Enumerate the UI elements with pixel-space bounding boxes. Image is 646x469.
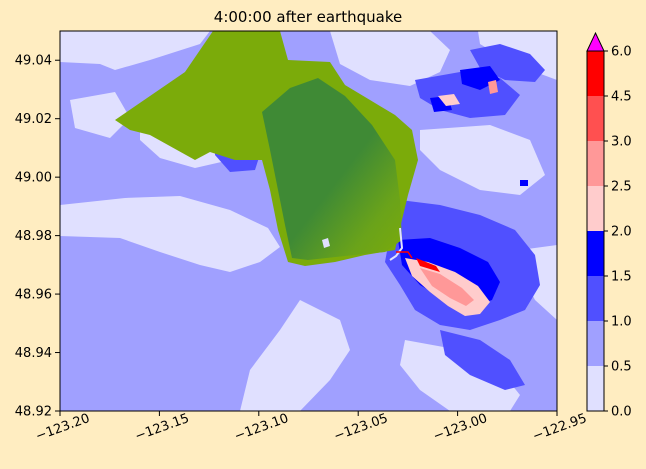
- x-tick-label: −123.05: [332, 411, 390, 444]
- y-tick-label: 48.92: [15, 405, 52, 420]
- plot-frame: [59, 30, 558, 412]
- y-tick-label: 48.96: [15, 288, 52, 303]
- y-tick-label: 48.98: [15, 229, 52, 244]
- x-tick-label: −123.15: [133, 411, 191, 444]
- y-tick-label: 49.02: [15, 112, 52, 127]
- colorbar-segment: [587, 96, 604, 141]
- colorbar-tick-label: 0.0: [611, 405, 632, 420]
- land-areas: [115, 31, 418, 266]
- peak-amplitude-zones: [405, 80, 498, 316]
- x-tick-label: −123.00: [431, 411, 489, 444]
- colorbar-tick-label: 1.5: [611, 270, 632, 285]
- y-tick-label: 49.04: [15, 54, 52, 69]
- colorbar-segment: [587, 321, 604, 366]
- colorbar-tick-label: 6.0: [611, 45, 632, 60]
- colorbar-tick-label: 2.0: [611, 225, 632, 240]
- y-tick-label: 48.94: [15, 346, 52, 361]
- colorbar-segment: [587, 141, 604, 186]
- colorbar-segment: [587, 366, 604, 411]
- colorbar-segment: [587, 51, 604, 96]
- colorbar-tick-label: 0.5: [611, 360, 632, 375]
- plot-area: [60, 31, 557, 411]
- colorbar-tick-label: 2.5: [611, 180, 632, 195]
- y-tick-label: 49.00: [15, 171, 52, 186]
- colorbar-tick-label: 4.5: [611, 90, 632, 105]
- x-tick-label: −122.95: [531, 411, 589, 444]
- colorbar-segment: [587, 276, 604, 321]
- x-axis: −123.20 −123.15 −123.10 −123.05 −123.00 −122.…: [34, 411, 589, 444]
- colorbar-segment: [587, 231, 604, 276]
- low-amplitude-zones: [60, 31, 557, 411]
- x-tick-label: −123.10: [233, 411, 291, 444]
- colorbar: 0.0 0.5 1.0 1.5 2.0 2.5 3.0 4.5 6.0: [586, 31, 632, 420]
- colorbar-segment: [587, 186, 604, 231]
- colorbar-extend-arrow: [586, 31, 605, 52]
- colorbar-tick-label: 3.0: [611, 135, 632, 150]
- coastline: [389, 227, 413, 261]
- colorbar-tick-label: 1.0: [611, 315, 632, 330]
- y-axis: 48.92 48.94 48.96 48.98 49.00 49.02 49.04: [15, 54, 60, 420]
- chart-title: 4:00:00 after earthquake: [214, 8, 402, 26]
